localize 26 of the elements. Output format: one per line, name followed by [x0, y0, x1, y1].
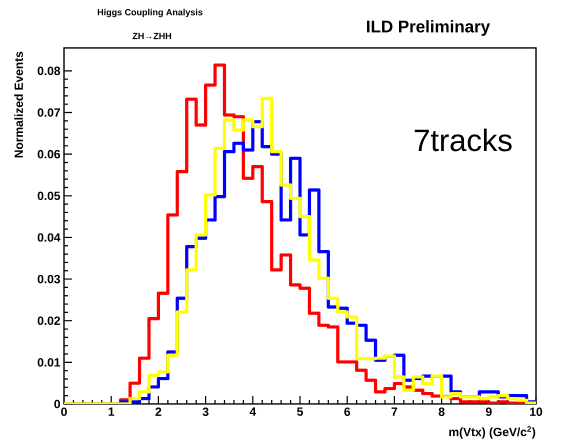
x-tick-label: 10 — [530, 408, 542, 416]
x-tick-label: 7 — [392, 408, 398, 416]
annotation: 7tracks — [414, 128, 512, 152]
x-tick-label: 2 — [156, 408, 162, 416]
y-tick-label: 0.01 — [38, 358, 60, 367]
x-tick-label: 9 — [486, 408, 492, 416]
y-tick-label: 0.06 — [38, 150, 60, 158]
y-tick-label: 0.05 — [38, 192, 60, 200]
x-tick-label: 6 — [344, 408, 350, 416]
text: ILD Preliminary — [367, 20, 490, 36]
y-tick-label: 0.03 — [38, 274, 60, 284]
x-tick-label: 8 — [438, 408, 445, 416]
y-tick-label: 0.07 — [38, 108, 60, 117]
x-tick-label: 5 — [297, 408, 303, 416]
y-tick-label: 0.04 — [38, 233, 60, 242]
chart-title: Higgs Coupling Analysis — [98, 8, 202, 18]
x-tick-label: 3 — [202, 408, 209, 416]
y-tick-label: 0.02 — [38, 316, 60, 325]
x-tick-label: 4 — [250, 408, 256, 416]
x-tick-label: 1 — [108, 408, 114, 416]
x-tick-label: 0 — [61, 408, 67, 416]
y-tick-label: 0 — [54, 400, 60, 408]
chart-subtitle: ZH→ZHH — [132, 32, 172, 40]
x-axis-title: m(Vtx) (GeV/c$^{2}$) — [449, 426, 536, 439]
y-axis-title: Normalized Events — [14, 52, 23, 158]
y-tick-label: 0.08 — [38, 66, 60, 76]
